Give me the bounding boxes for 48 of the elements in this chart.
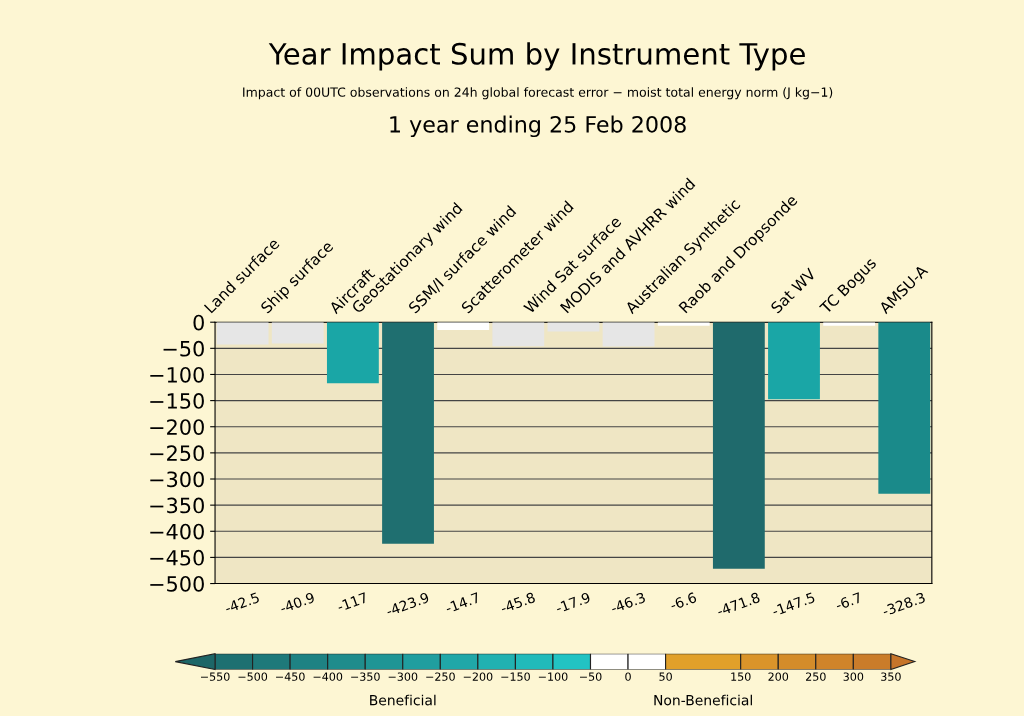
color-bar-label: 50 — [659, 672, 672, 681]
y-tick-label: −250 — [150, 445, 204, 462]
y-tick-label: −50 — [163, 340, 204, 357]
color-bar-label: −400 — [313, 672, 343, 681]
text: Beneficial — [370, 694, 436, 706]
y-tick-label: −300 — [150, 471, 204, 488]
color-bar-label: −500 — [238, 672, 268, 681]
color-bar-label: −250 — [426, 672, 455, 681]
color-bar-label: −550 — [200, 672, 230, 681]
y-tick-label: −150 — [150, 393, 204, 409]
color-bar-label: −350 — [351, 672, 380, 681]
color-bar-label: 300 — [843, 672, 864, 681]
color-bar-label: −200 — [463, 672, 493, 681]
color-bar-label: 250 — [806, 672, 826, 681]
chart-subtitle: Impact of 00UTC observations on 24h global forecast error − moist total energy norm (J kg−1) — [243, 87, 833, 100]
y-tick-label: −200 — [150, 419, 204, 435]
y-tick-label: −400 — [150, 523, 204, 540]
text: 1 year ending 25 Feb 2008 — [390, 115, 686, 138]
data-label: -6.6 — [669, 591, 698, 611]
y-tick-label: −450 — [150, 549, 204, 566]
data-label: -17.9 — [554, 591, 591, 614]
color-bar-label: −450 — [276, 672, 305, 681]
data-label: -117 — [336, 592, 368, 612]
color-bar-label: −100 — [538, 672, 568, 681]
data-label: -45.8 — [499, 591, 536, 614]
y-tick-label: 0 — [193, 314, 204, 331]
color-bar-label: 200 — [768, 672, 789, 681]
data-label: -147.5 — [771, 592, 816, 617]
color-bar-label: −300 — [388, 672, 418, 681]
x-tick-label: Sat WV — [770, 267, 817, 314]
chart-title: Year Impact Sum by Instrument Type — [268, 42, 805, 71]
data-label: -471.8 — [716, 591, 761, 617]
color-bar-label: 150 — [731, 672, 751, 681]
color-bar-label: −50 — [579, 672, 602, 681]
color-bar-label: 0 — [625, 672, 631, 681]
color-bar-label: 350 — [881, 672, 901, 681]
text: Non-Beneficial — [654, 694, 752, 706]
data-label: -42.5 — [224, 592, 260, 614]
color-bar-label: −150 — [501, 672, 530, 681]
data-label: -328.3 — [881, 591, 926, 617]
data-label: -40.9 — [279, 591, 316, 614]
data-label: -14.7 — [444, 592, 481, 614]
y-tick-label: −500 — [150, 575, 204, 592]
y-tick-label: −350 — [150, 497, 204, 514]
data-label: -423.9 — [385, 591, 430, 617]
data-label: -6.7 — [834, 592, 863, 611]
data-label: -46.3 — [610, 591, 646, 614]
y-tick-label: −100 — [150, 366, 204, 383]
